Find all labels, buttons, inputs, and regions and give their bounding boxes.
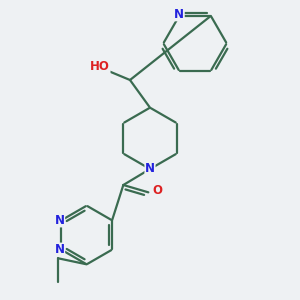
Text: N: N <box>174 8 184 21</box>
Text: N: N <box>55 214 64 227</box>
Text: O: O <box>153 184 163 197</box>
Text: N: N <box>145 163 155 176</box>
Text: HO: HO <box>90 60 110 73</box>
Text: N: N <box>55 243 64 256</box>
